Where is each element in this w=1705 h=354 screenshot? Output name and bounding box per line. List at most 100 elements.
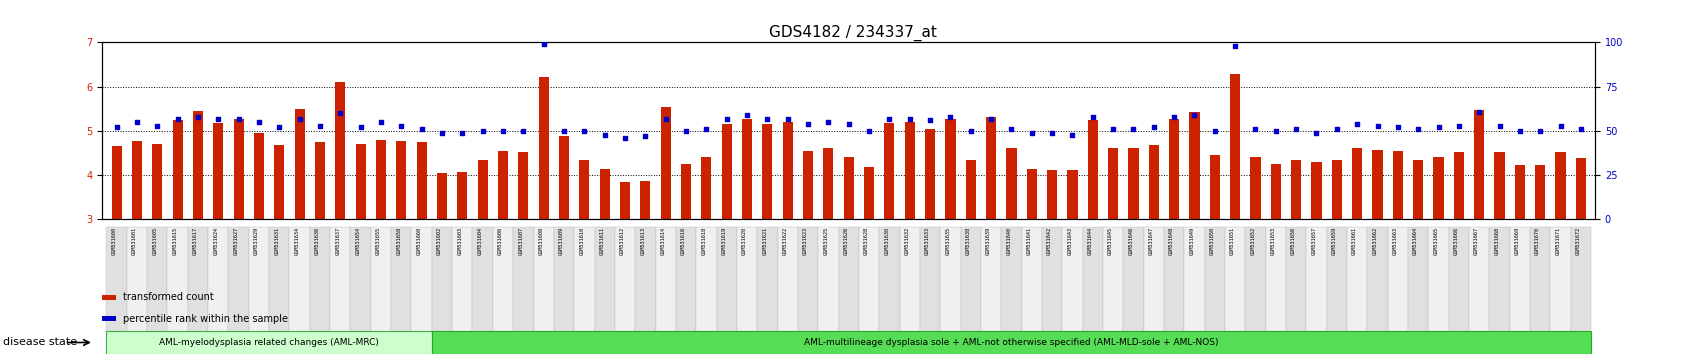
Bar [1391, 151, 1402, 352]
Point [448, 130, 476, 136]
Bar [580, 160, 590, 352]
Text: GSM531618: GSM531618 [701, 227, 706, 255]
Text: GSM531608: GSM531608 [539, 227, 544, 255]
Bar [742, 119, 752, 352]
Bar [639, 181, 650, 352]
Text: GSM531614: GSM531614 [660, 227, 665, 255]
Text: GSM531600: GSM531600 [111, 227, 116, 255]
Text: GSM531617: GSM531617 [193, 227, 198, 255]
Text: GSM531632: GSM531632 [904, 227, 909, 255]
Point [428, 130, 455, 136]
Bar [924, 129, 934, 352]
Bar [396, 141, 406, 352]
Point [1344, 121, 1371, 127]
Point [530, 41, 558, 47]
Point [246, 119, 273, 125]
Point [1139, 125, 1166, 130]
Text: GSM531664: GSM531664 [1412, 227, 1417, 255]
Bar [1494, 152, 1504, 352]
Text: GSM531629: GSM531629 [254, 227, 259, 255]
Text: GDS4182 / 234337_at: GDS4182 / 234337_at [769, 25, 936, 41]
Text: GSM531635: GSM531635 [945, 227, 950, 255]
Text: GSM531601: GSM531601 [131, 227, 136, 255]
Text: GSM531626: GSM531626 [844, 227, 849, 255]
Text: GSM531672: GSM531672 [1575, 227, 1581, 255]
Text: GSM531602: GSM531602 [436, 227, 442, 255]
Text: GSM531621: GSM531621 [762, 227, 767, 255]
Bar [1229, 74, 1240, 352]
Bar [1371, 149, 1381, 352]
Text: GSM531641: GSM531641 [1026, 227, 1032, 255]
Point [469, 128, 496, 134]
Bar [1168, 119, 1178, 352]
Text: GSM531670: GSM531670 [1534, 227, 1540, 255]
Bar [518, 152, 529, 352]
Bar [783, 122, 793, 352]
Point [551, 128, 578, 134]
Point [346, 125, 373, 130]
Point [1506, 128, 1533, 134]
Bar [1088, 120, 1098, 352]
Text: GSM531663: GSM531663 [1391, 227, 1396, 255]
Text: GSM531660: GSM531660 [416, 227, 421, 255]
Text: GSM531627: GSM531627 [234, 227, 239, 255]
Point [1282, 126, 1309, 132]
Bar [1332, 160, 1342, 352]
Point [184, 114, 211, 120]
Bar [1047, 170, 1057, 352]
Bar [598, 169, 609, 352]
Point [895, 116, 922, 121]
Bar [355, 144, 365, 352]
Point [1059, 132, 1086, 137]
Bar [1432, 156, 1442, 352]
Bar [721, 124, 731, 352]
Text: GSM531645: GSM531645 [1108, 227, 1112, 255]
Text: GSM531671: GSM531671 [1555, 227, 1560, 255]
Text: GSM531603: GSM531603 [457, 227, 462, 255]
Point [957, 128, 984, 134]
Point [1526, 128, 1553, 134]
Bar [1412, 160, 1422, 352]
Bar [1067, 170, 1078, 352]
Bar [457, 172, 467, 352]
Bar [1107, 148, 1117, 352]
Text: GSM531665: GSM531665 [1432, 227, 1437, 255]
Text: GSM531647: GSM531647 [1147, 227, 1153, 255]
Bar [1291, 160, 1301, 352]
Bar [660, 107, 670, 352]
Point [1362, 123, 1390, 129]
Point [1567, 126, 1594, 132]
Text: GSM531652: GSM531652 [1250, 227, 1255, 255]
Text: GSM531604: GSM531604 [477, 227, 483, 255]
Text: GSM531630: GSM531630 [883, 227, 888, 255]
Text: GSM531613: GSM531613 [639, 227, 644, 255]
Text: GSM531620: GSM531620 [742, 227, 747, 255]
Point [997, 126, 1025, 132]
Point [326, 110, 353, 116]
Point [1159, 114, 1187, 120]
Text: GSM531654: GSM531654 [355, 227, 360, 255]
Point [1383, 125, 1410, 130]
Point [1465, 109, 1492, 114]
Point [815, 119, 842, 125]
Bar [762, 124, 772, 352]
Point [1262, 128, 1289, 134]
Bar [863, 167, 873, 352]
Point [651, 116, 679, 121]
Text: GSM531624: GSM531624 [213, 227, 218, 255]
Text: GSM531668: GSM531668 [1494, 227, 1499, 255]
Point [266, 125, 293, 130]
Bar [619, 182, 629, 352]
Bar [945, 119, 955, 352]
Text: GSM531634: GSM531634 [295, 227, 300, 255]
Point [1323, 126, 1350, 132]
Bar [1127, 148, 1137, 352]
Text: GSM531605: GSM531605 [152, 227, 157, 255]
Bar [559, 136, 569, 352]
Text: GSM531655: GSM531655 [375, 227, 380, 255]
Text: transformed count: transformed count [123, 292, 213, 302]
Text: GSM531607: GSM531607 [518, 227, 523, 255]
Text: GSM531633: GSM531633 [924, 227, 929, 255]
Text: GSM531625: GSM531625 [824, 227, 829, 255]
Bar [1147, 145, 1158, 352]
